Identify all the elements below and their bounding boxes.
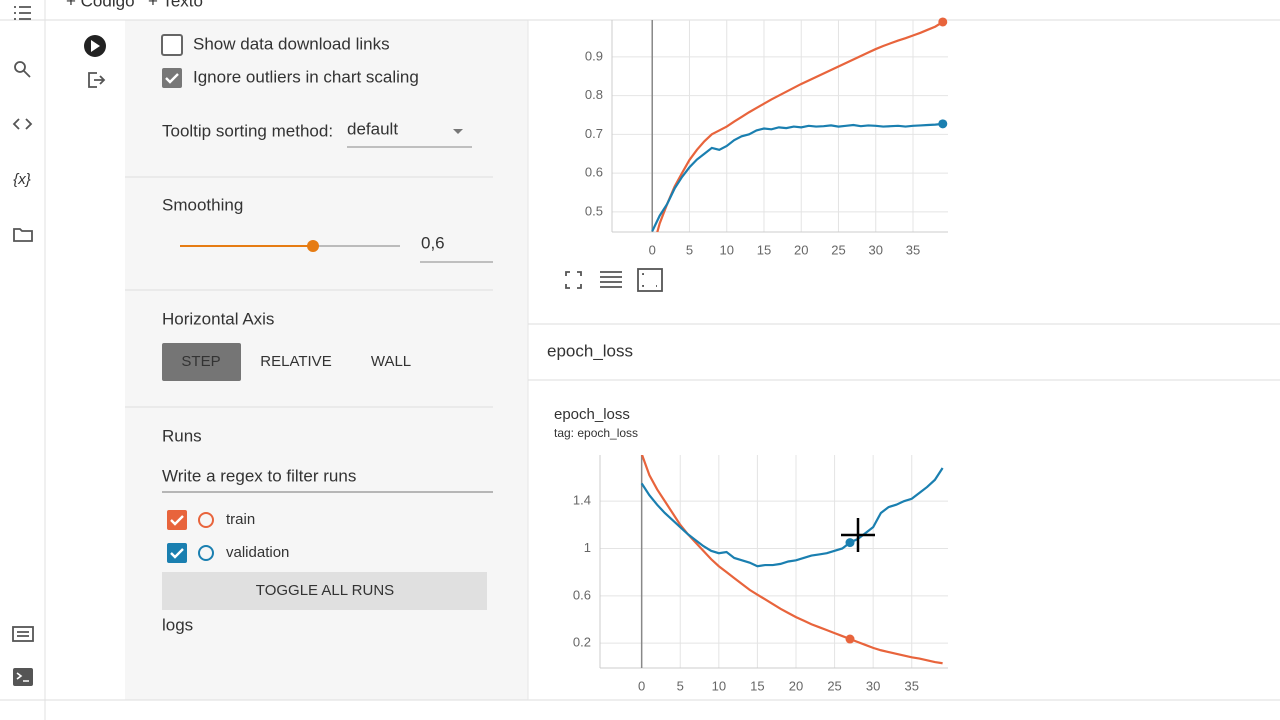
run-checkbox[interactable] [167,510,187,530]
snippets-icon[interactable] [12,626,34,642]
x-tick-label: 5 [686,242,693,257]
tooltip-select[interactable]: default [347,119,398,138]
fullscreen-icon[interactable] [565,271,582,289]
fit-icon[interactable] [637,268,663,292]
runs-list: train validation [167,510,289,563]
section-label: Runs [162,426,202,445]
x-tick-label: 0 [638,678,645,693]
tooltip-label: Tooltip sorting method: [162,121,333,140]
line-chart: 0.5 0.6 0.7 0.8 0.9 0 5 10 15 20 25 30 35 [585,17,948,257]
point-marker [845,634,855,644]
run-color [198,545,214,561]
line-chart: 0.2 0.6 1 1.4 0 5 10 15 20 25 30 35 [573,455,948,693]
run-filter[interactable]: Write a regex to filter runs [162,466,356,485]
x-tick-label: 30 [868,242,882,257]
charts: 0.50.60.70.80.90 5 10 15 20 25 30 350.20.611.40… [573,17,948,693]
point-marker [938,119,948,129]
chart-actions [565,268,663,292]
run-cell-button[interactable] [84,35,106,57]
run-label: train [226,511,255,528]
terminal-icon[interactable] [13,668,33,686]
files-icon[interactable] [13,228,33,242]
checkbox-label: Ignore outliers in chart scaling [193,67,419,86]
y-tick-label: 0.9 [585,48,603,63]
chart-subtitle: tag: epoch_loss [554,426,638,440]
y-tick-label: 0.5 [585,203,603,218]
x-tick-label: 0 [649,242,656,257]
x-tick-label: 30 [866,678,880,693]
smoothing-input[interactable]: 0,6 [421,233,445,252]
x-tick-label: 35 [906,242,920,257]
log-scale-icon[interactable] [600,271,622,288]
checkbox[interactable] [161,34,183,56]
y-tick-label: 1 [584,540,591,555]
code-icon[interactable] [12,118,33,130]
checkbox-label: Show data download links [193,34,390,53]
y-tick-label: 0.2 [573,635,591,650]
run-label: validation [226,544,289,561]
series-line [651,122,943,232]
series-line [640,455,943,665]
check-mark [170,548,184,559]
x-tick-label: 25 [827,678,841,693]
slider-thumb[interactable] [307,240,319,252]
series-line [640,467,944,568]
variables-icon[interactable]: {x} [13,171,31,188]
check-mark [170,515,184,526]
x-tick-label: 25 [831,242,845,257]
point-marker [938,17,948,27]
toggle-label[interactable]: TOGGLE ALL RUNS [256,582,394,599]
y-tick-label: 0.7 [585,126,603,141]
x-tick-label: 20 [789,678,803,693]
search-icon[interactable] [14,61,31,78]
logs-label: logs [162,615,193,634]
axis-button-active[interactable] [162,343,241,381]
section-label: Horizontal Axis [162,309,274,328]
x-tick-label: 10 [719,242,733,257]
y-tick-label: 0.8 [585,87,603,102]
toc-icon[interactable] [14,6,31,20]
x-tick-label: 10 [712,678,726,693]
x-tick-label: 15 [750,678,764,693]
y-tick-label: 0.6 [585,165,603,180]
check-mark [165,73,179,84]
section-label: Smoothing [162,195,243,214]
axis-option[interactable]: WALL [371,353,411,370]
run-color [198,512,214,528]
hover-cursor [841,518,875,552]
run-checkbox[interactable] [167,543,187,563]
add-code[interactable]: + Código [66,0,135,10]
x-tick-label: 20 [794,242,808,257]
x-tick-label: 15 [757,242,771,257]
output-icon[interactable] [88,72,106,88]
add-text[interactable]: + Texto [148,0,203,10]
y-tick-label: 1.4 [573,493,591,508]
section-title[interactable]: epoch_loss [547,341,633,360]
axis-option[interactable]: RELATIVE [260,353,331,370]
chart-title: epoch_loss [554,406,630,423]
dropdown-arrow [453,129,463,134]
y-tick-label: 0.6 [573,587,591,602]
checkbox-checked[interactable] [162,68,182,88]
series-line [656,21,944,232]
x-tick-label: 5 [677,678,684,693]
point-marker [845,538,855,548]
toggle-button[interactable] [162,572,487,610]
x-tick-label: 35 [904,678,918,693]
axis-option[interactable]: STEP [181,353,220,370]
